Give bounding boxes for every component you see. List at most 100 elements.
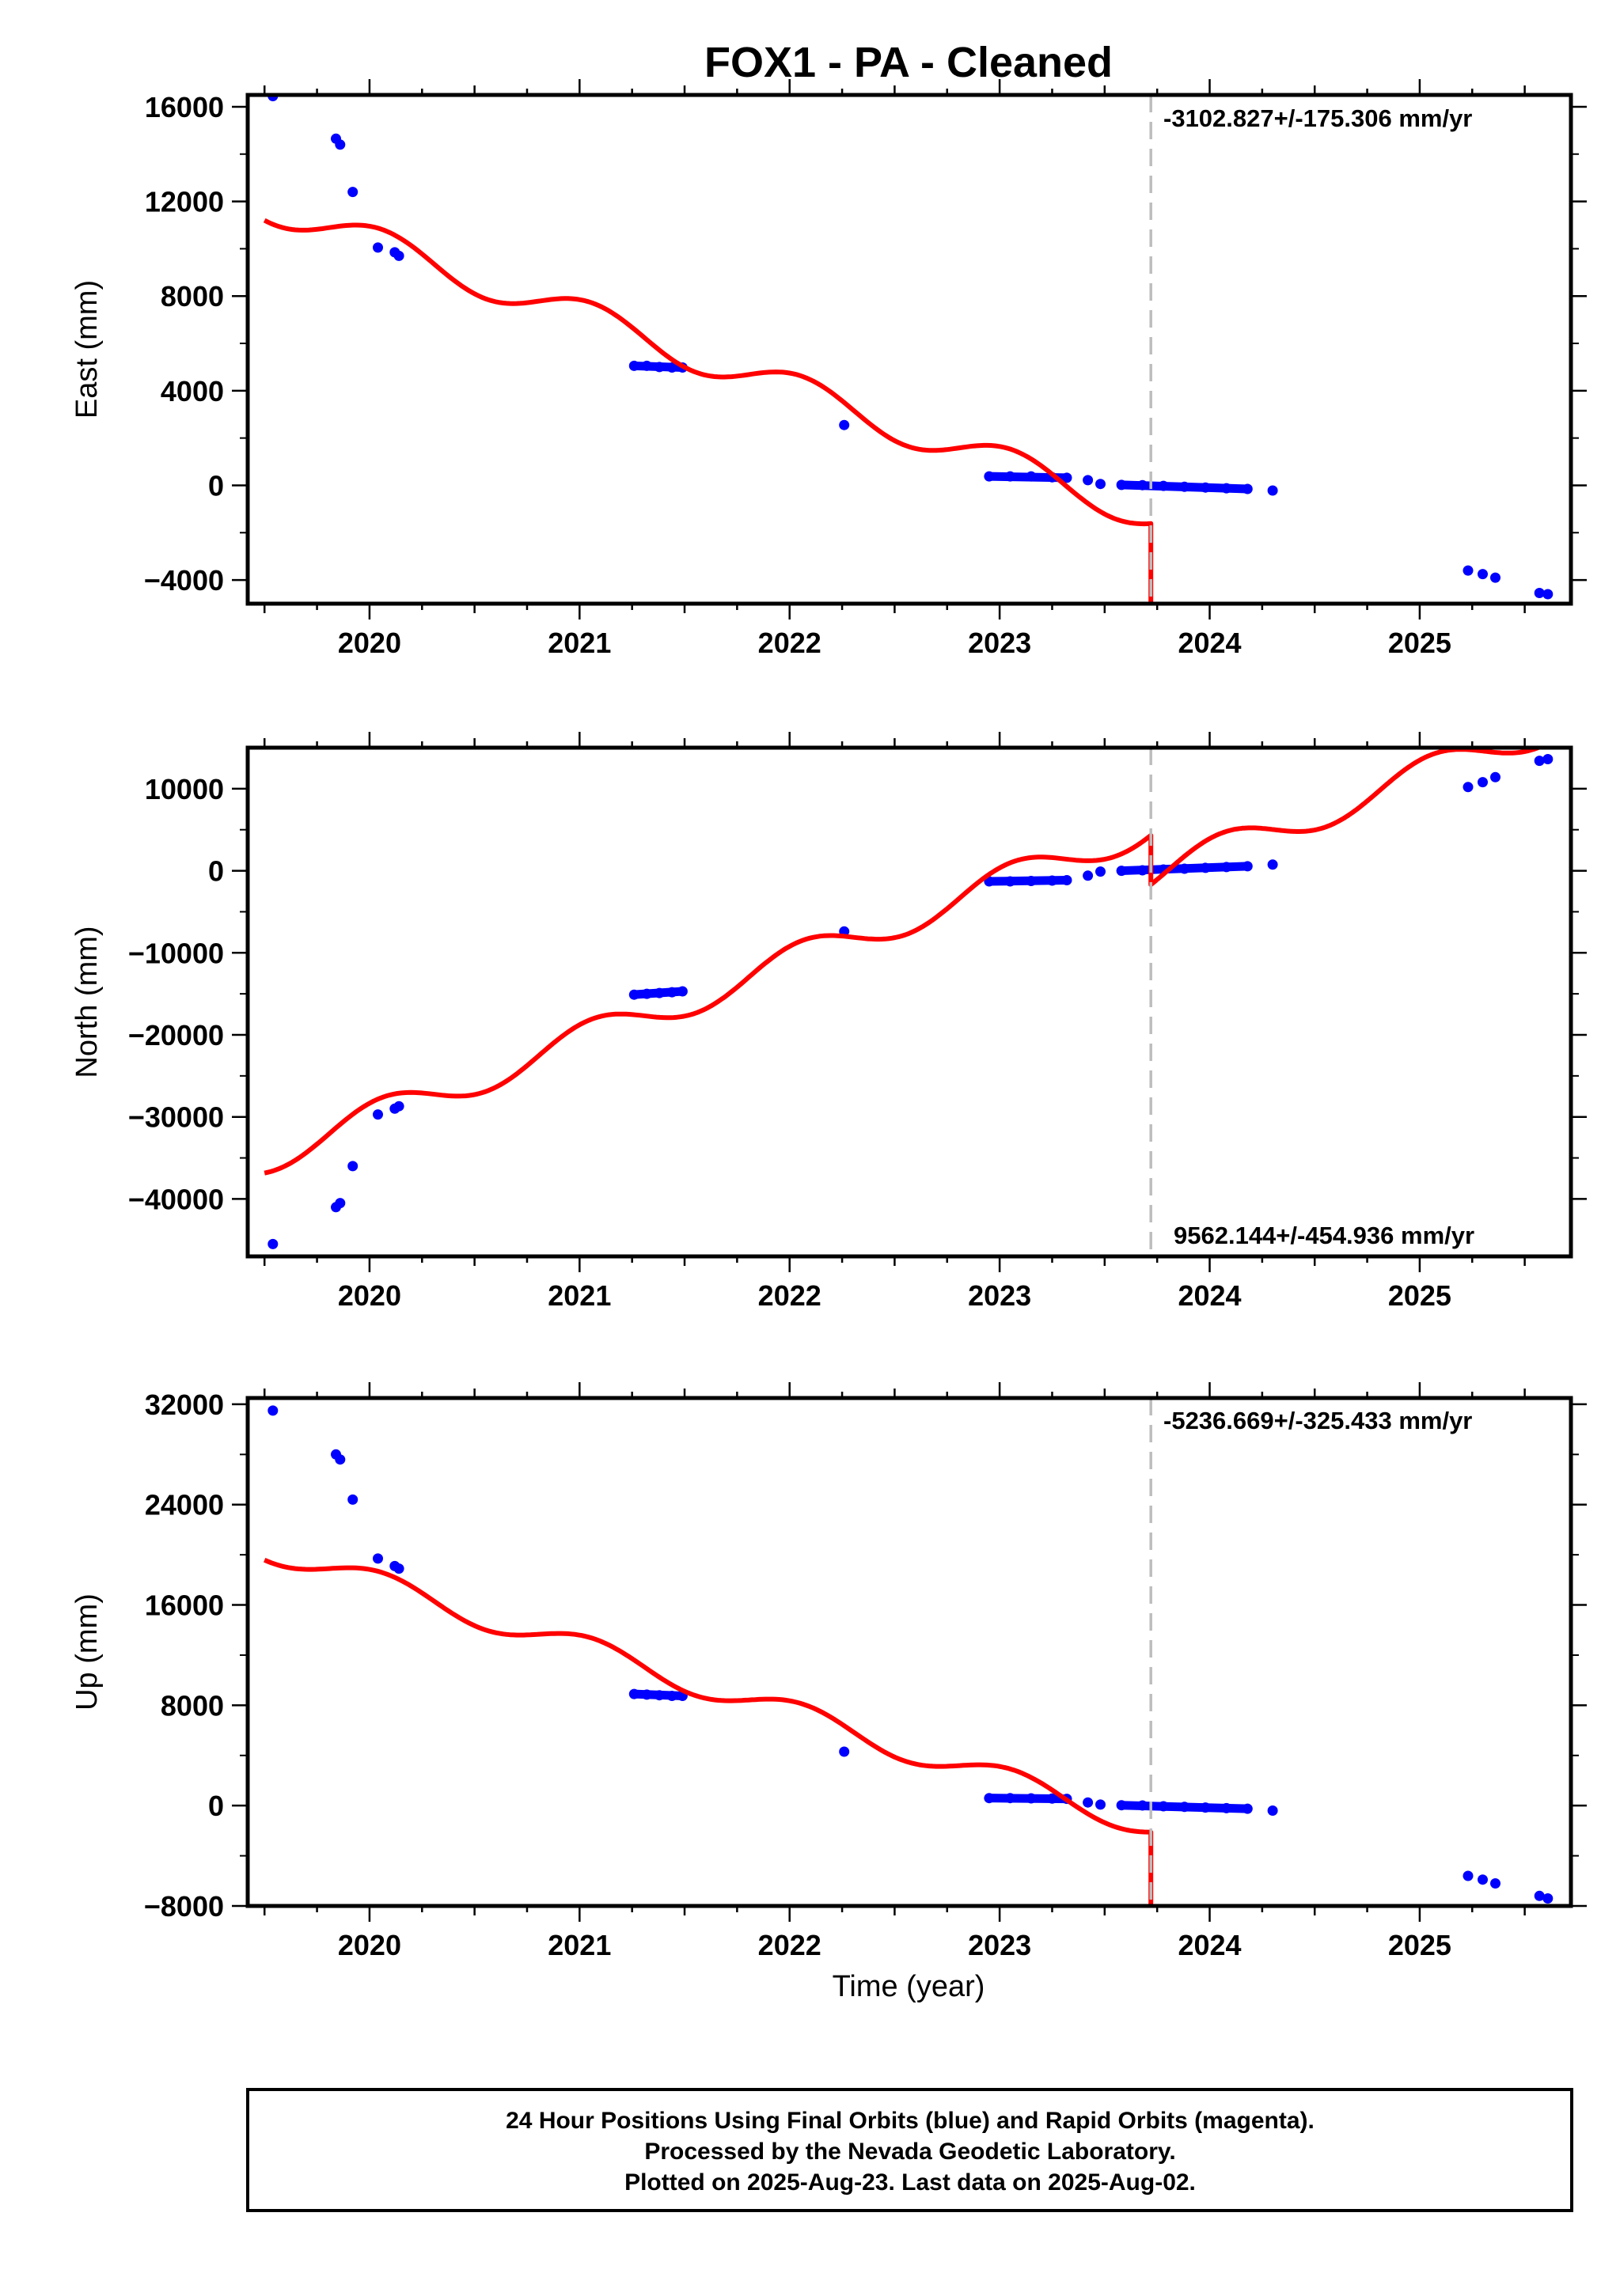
up-data-point — [1463, 1870, 1474, 1881]
east-x-tick-label: 2024 — [1178, 627, 1241, 659]
north-data-point — [267, 1238, 279, 1249]
east-y-tick-label: 8000 — [161, 280, 224, 313]
north-data-point — [1542, 754, 1554, 764]
east-y-tick-label: 12000 — [145, 186, 224, 218]
north-data-point — [1083, 870, 1094, 881]
north-x-tick-label: 2023 — [968, 1279, 1031, 1312]
up-frame — [245, 1396, 1573, 1908]
east-x-tick-label: 2025 — [1388, 627, 1451, 659]
north-y-tick-label: −20000 — [128, 1019, 224, 1051]
east-data-point — [373, 242, 383, 253]
north-x-tick-label: 2020 — [338, 1279, 401, 1312]
plot-area-east — [263, 95, 1554, 604]
up-data-run — [1117, 1801, 1252, 1813]
north-y-tick-label: −30000 — [128, 1101, 224, 1134]
north-x-tick-label: 2021 — [548, 1279, 611, 1312]
north-data-point — [1534, 756, 1545, 767]
east-data-run — [629, 361, 687, 373]
east-frame — [245, 93, 1573, 606]
plot-area-north — [264, 748, 1554, 1249]
up-x-tick-label: 2025 — [1388, 1929, 1451, 1961]
panel-up: 2020 2021 2022 2023 2024 2025 −8000 0 8000 16000 2… — [70, 1382, 1587, 1961]
north-data-point — [1463, 782, 1474, 793]
up-x-tick-label: 2022 — [758, 1929, 821, 1961]
east-data-point — [1542, 589, 1554, 600]
north-y-tick-label: 0 — [208, 855, 224, 888]
up-data-point — [1267, 1805, 1278, 1816]
up-data-point — [839, 1746, 850, 1757]
up-y-axis-label: Up (mm) — [70, 1593, 104, 1711]
east-data-point — [1463, 565, 1474, 576]
up-data-point — [1542, 1893, 1554, 1904]
plot-area-up — [263, 1405, 1554, 1906]
north-x-tick-label: 2025 — [1388, 1279, 1451, 1312]
north-data-point — [1095, 866, 1106, 877]
up-data-point — [1490, 1878, 1500, 1889]
up-y-tick-label: 8000 — [161, 1689, 224, 1722]
up-y-tick-label: −8000 — [144, 1890, 224, 1923]
east-x-tick-label: 2020 — [338, 627, 401, 659]
up-data-point — [373, 1553, 383, 1564]
north-data-point — [393, 1101, 404, 1112]
north-y-tick-label: −40000 — [128, 1183, 224, 1215]
north-rate-text: 9562.144+/-454.936 mm/yr — [1174, 1222, 1474, 1249]
north-data-point — [335, 1198, 346, 1209]
up-model-curve — [263, 1557, 1154, 1906]
up-data-point — [1083, 1797, 1094, 1808]
up-y-tick-label: 16000 — [145, 1589, 224, 1622]
east-y-tick-label: −4000 — [144, 564, 224, 597]
east-data-point — [1534, 588, 1545, 598]
north-x-tick-label: 2024 — [1178, 1279, 1241, 1312]
east-data-point — [839, 419, 850, 430]
east-x-tick-label: 2022 — [758, 627, 821, 659]
north-data-run — [629, 987, 687, 999]
up-y-tick-label: 32000 — [145, 1389, 224, 1421]
panel-north: 2020 2021 2022 2023 2024 2025 −40000 −30000 −200… — [70, 732, 1587, 1312]
panels: 2020 2021 2022 2023 2024 2025−400004000800012… — [70, 79, 1587, 1961]
panel-east: 2020 2021 2022 2023 2024 2025 −4000 0 4000 8000 12… — [70, 79, 1587, 659]
north-frame — [245, 745, 1573, 1259]
east-data-point — [1095, 479, 1106, 490]
east-data-point — [1083, 475, 1094, 486]
up-data-point — [1534, 1890, 1545, 1901]
up-data-point — [1478, 1874, 1488, 1885]
east-data-point — [393, 250, 404, 261]
north-model-curve — [264, 748, 1545, 1176]
east-y-axis-label: East (mm) — [70, 280, 104, 419]
north-data-point — [373, 1109, 383, 1120]
north-data-point — [1267, 859, 1278, 870]
up-data-point — [1095, 1799, 1106, 1810]
east-x-tick-label: 2021 — [548, 627, 611, 659]
east-data-point — [1267, 485, 1278, 496]
east-y-tick-label: 16000 — [145, 91, 224, 123]
north-x-tick-label: 2022 — [758, 1279, 821, 1312]
east-data-point — [335, 139, 346, 150]
footer-line-3: Plotted on 2025-Aug-23. Last data on 202… — [624, 2169, 1196, 2196]
up-x-tick-label: 2023 — [968, 1929, 1031, 1961]
up-data-run — [629, 1689, 687, 1700]
east-data-run — [1117, 480, 1252, 494]
figure-title: FOX1 - PA - Cleaned — [704, 39, 1113, 86]
east-data-point — [1478, 569, 1488, 580]
north-data-run — [1117, 862, 1252, 876]
up-y-tick-label: 24000 — [145, 1489, 224, 1521]
up-data-point — [335, 1454, 346, 1465]
x-axis-label: Time (year) — [833, 1970, 985, 2003]
north-data-point — [1478, 777, 1488, 788]
up-rate-text: -5236.669+/-325.433 mm/yr — [1163, 1407, 1472, 1434]
east-y-tick-label: 4000 — [161, 375, 224, 407]
north-data-point — [347, 1161, 359, 1172]
up-data-point — [267, 1405, 279, 1416]
east-model-curve — [263, 218, 1154, 604]
up-x-tick-label: 2020 — [338, 1929, 401, 1961]
north-y-axis-label: North (mm) — [70, 926, 104, 1078]
footer-line-1: 24 Hour Positions Using Final Orbits (bl… — [506, 2108, 1315, 2134]
up-data-run — [985, 1794, 1072, 1804]
footer-line-2: Processed by the Nevada Geodetic Laborat… — [644, 2139, 1175, 2165]
north-data-run — [985, 875, 1072, 886]
north-y-tick-label: 10000 — [145, 773, 224, 805]
east-y-tick-label: 0 — [208, 469, 224, 502]
up-x-tick-label: 2024 — [1178, 1929, 1241, 1961]
north-y-tick-label: −10000 — [128, 937, 224, 969]
